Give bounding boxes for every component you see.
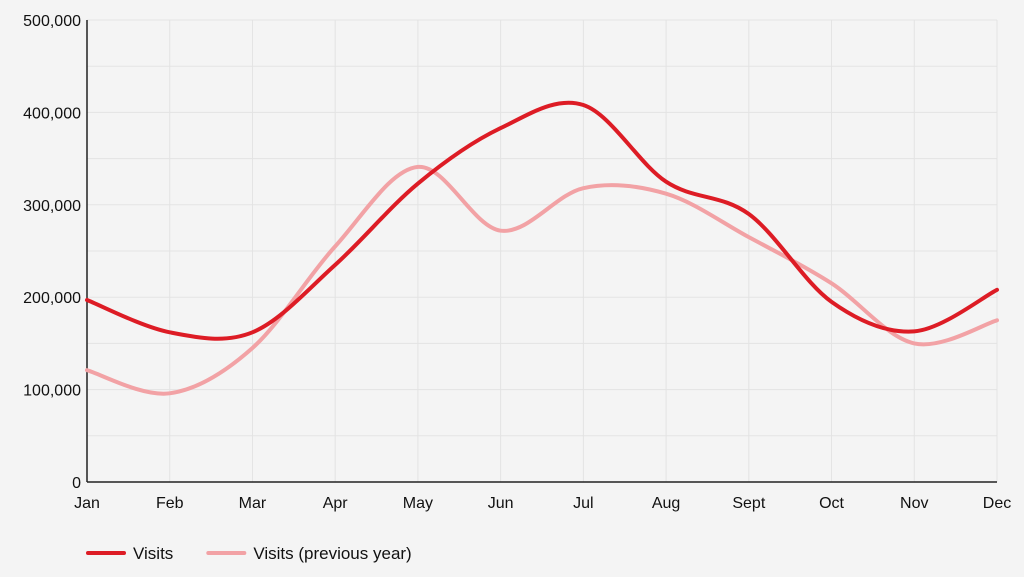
y-tick-label: 0 [72,475,81,492]
x-tick-label: Apr [323,495,349,512]
x-tick-label: Aug [652,495,680,512]
grid [86,19,998,483]
x-tick-label: Jun [488,495,514,512]
x-tick-label: Mar [239,495,267,512]
y-tick-label: 500,000 [23,13,81,30]
series-lines [85,100,999,396]
x-tick-label: Oct [819,495,844,512]
y-tick-label: 200,000 [23,290,81,307]
x-tick-label: Dec [983,495,1011,512]
legend-label: Visits [133,544,173,563]
axes [86,20,997,483]
x-tick-label: Feb [156,495,184,512]
x-tick-label: Sept [732,495,765,512]
series-line-0 [85,100,999,341]
x-tick-label: Nov [900,495,928,512]
y-tick-label: 300,000 [23,198,81,215]
x-tick-label: Jul [573,495,593,512]
series-line-1 [85,164,999,396]
legend: Visits Visits (previous year) [86,544,412,563]
y-tick-label: 400,000 [23,105,81,122]
x-tick-label: May [403,495,433,512]
tick-labels: 0 100,000 200,000 300,000 400,000 500,000 Jan F… [23,13,1011,512]
x-tick-label: Jan [74,495,100,512]
y-tick-label: 100,000 [23,383,81,400]
legend-label: Visits (previous year) [253,544,411,563]
